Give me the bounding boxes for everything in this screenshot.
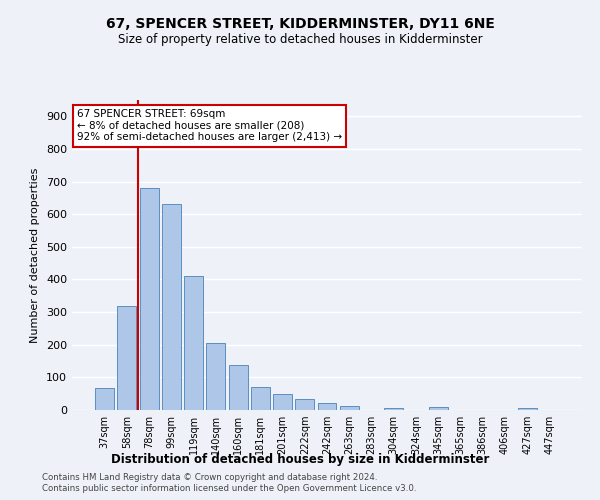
Bar bbox=[429, 406, 448, 410]
Text: Contains public sector information licensed under the Open Government Licence v3: Contains public sector information licen… bbox=[42, 484, 416, 493]
Text: 67, SPENCER STREET, KIDDERMINSTER, DY11 6NE: 67, SPENCER STREET, KIDDERMINSTER, DY11 … bbox=[106, 18, 494, 32]
Bar bbox=[184, 276, 203, 410]
Text: 67 SPENCER STREET: 69sqm
← 8% of detached houses are smaller (208)
92% of semi-d: 67 SPENCER STREET: 69sqm ← 8% of detache… bbox=[77, 110, 342, 142]
Bar bbox=[140, 188, 158, 410]
Bar bbox=[518, 408, 536, 410]
Bar bbox=[384, 408, 403, 410]
Text: Distribution of detached houses by size in Kidderminster: Distribution of detached houses by size … bbox=[111, 452, 489, 466]
Bar bbox=[162, 204, 181, 410]
Bar bbox=[340, 406, 359, 410]
Bar bbox=[229, 365, 248, 410]
Bar bbox=[273, 394, 292, 410]
Bar bbox=[206, 343, 225, 410]
Y-axis label: Number of detached properties: Number of detached properties bbox=[31, 168, 40, 342]
Bar bbox=[251, 387, 270, 410]
Text: Contains HM Land Registry data © Crown copyright and database right 2024.: Contains HM Land Registry data © Crown c… bbox=[42, 472, 377, 482]
Bar bbox=[295, 398, 314, 410]
Bar bbox=[95, 388, 114, 410]
Bar bbox=[317, 403, 337, 410]
Bar bbox=[118, 306, 136, 410]
Text: Size of property relative to detached houses in Kidderminster: Size of property relative to detached ho… bbox=[118, 32, 482, 46]
